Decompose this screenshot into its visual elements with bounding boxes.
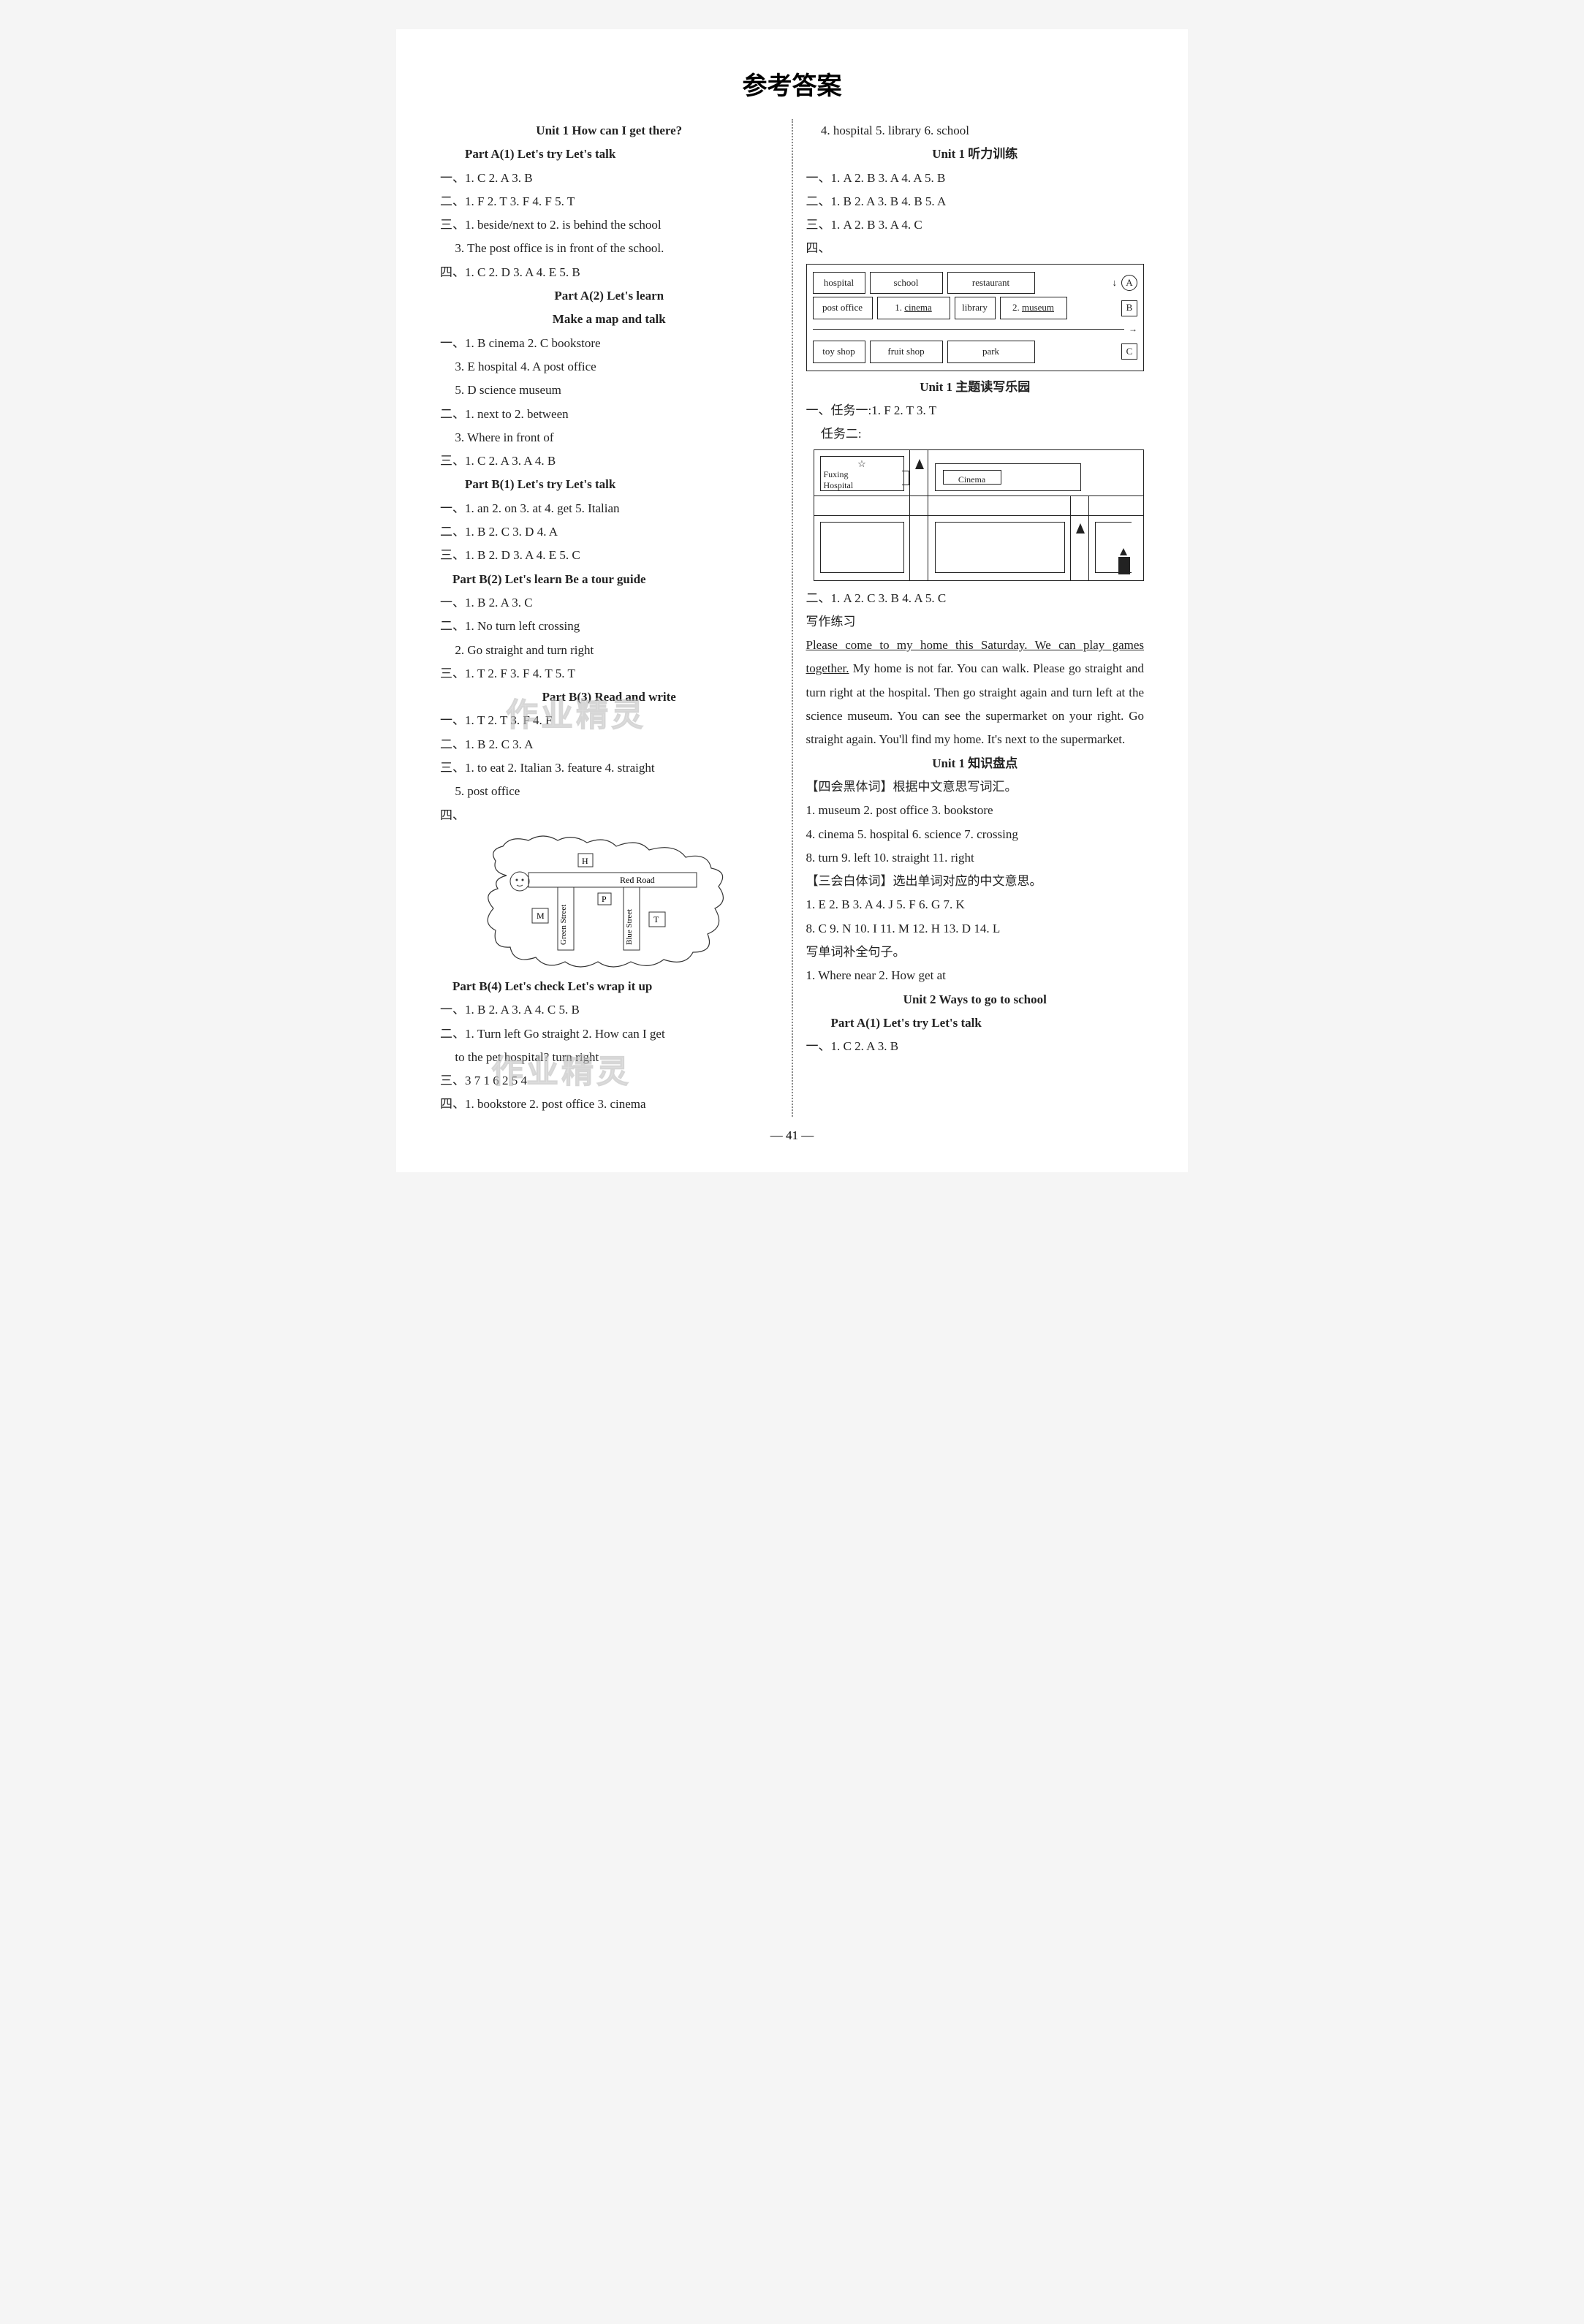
answer-line: 一、1. C 2. A 3. B: [440, 167, 778, 190]
answer-line: 二、1. B 2. C 3. D 4. A: [440, 520, 778, 544]
answer-line: 三、1. beside/next to 2. is behind the sch…: [440, 213, 778, 237]
map1-row-b: post office 1. 1. cinema cinema library …: [813, 297, 1138, 319]
map2-star: ☆: [824, 458, 901, 470]
map1-cell: hospital: [813, 272, 865, 295]
reading-header: Unit 1 主题读写乐园: [806, 376, 1145, 399]
map-label-red: Red Road: [620, 875, 655, 885]
answer-line: 二、1. No turn left crossing: [440, 615, 778, 638]
unit2-header: Unit 2 Ways to go to school: [806, 988, 1145, 1011]
answer-line: 一、1. B 2. A 3. C: [440, 591, 778, 615]
answer-line: 3. The post office is in front of the sc…: [440, 237, 778, 260]
writing-sample: Please come to my home this Saturday. We…: [806, 634, 1145, 751]
answer-line: 四、1. C 2. D 3. A 4. E 5. B: [440, 261, 778, 284]
answer-line: 1. museum 2. post office 3. bookstore: [806, 799, 1145, 822]
unit1-title: Unit 1 How can I get there?: [440, 119, 778, 143]
fill-header: 写单词补全句子。: [806, 941, 1145, 964]
answer-line: 1. Where near 2. How get at: [806, 964, 1145, 987]
answer-line: 二、1. Turn left Go straight 2. How can I …: [440, 1022, 778, 1046]
map1-row-a: hospital school restaurant ↓ A: [813, 272, 1138, 295]
answer-line: 二、1. F 2. T 3. F 4. F 5. T: [440, 190, 778, 213]
map-label-m: M: [537, 911, 545, 921]
answer-line: 2. Go straight and turn right: [440, 639, 778, 662]
map1-cell: 1. 1. cinema cinema: [877, 297, 950, 319]
map1-cell: library: [955, 297, 996, 319]
answer-line: 三、1. B 2. D 3. A 4. E 5. C: [440, 544, 778, 567]
answer-line: 任务二:: [806, 422, 1145, 446]
map-label-h: H: [582, 856, 588, 866]
map1-cell: restaurant: [947, 272, 1035, 295]
map-label-green: Green Street: [559, 905, 568, 945]
map-label-t: T: [653, 914, 659, 924]
answer-line: 8. C 9. N 10. I 11. M 12. H 13. D 14. L: [806, 917, 1145, 941]
part-b2-header: Part B(2) Let's learn Be a tour guide: [440, 568, 778, 591]
answer-line: 三、1. to eat 2. Italian 3. feature 4. str…: [440, 756, 778, 780]
answer-line: to the pet hospital? turn right: [440, 1046, 778, 1069]
writing-rest: My home is not far. You can walk. Please…: [806, 661, 1145, 746]
page-number: — 41 —: [440, 1128, 1144, 1143]
answer-line: 四、1. bookstore 2. post office 3. cinema: [440, 1093, 778, 1116]
map1-cell: fruit shop: [870, 341, 943, 363]
answer-line: 3. Where in front of: [440, 426, 778, 449]
knowledge-header: Unit 1 知识盘点: [806, 752, 1145, 775]
answer-line: 三、1. A 2. B 3. A 4. C: [806, 213, 1145, 237]
part-a2-header2: Make a map and talk: [440, 308, 778, 331]
map1-label-a: A: [1121, 275, 1137, 291]
answer-line: 二、1. next to 2. between: [440, 403, 778, 426]
map-label-p: P: [602, 894, 607, 904]
answer-line: 二、1. B 2. C 3. A: [440, 733, 778, 756]
answer-line: 三、3 7 1 6 2 5 4: [440, 1069, 778, 1093]
answer-line: 8. turn 9. left 10. straight 11. right: [806, 846, 1145, 870]
columns: Unit 1 How can I get there? Part A(1) Le…: [440, 119, 1144, 1117]
part-a1-header: Part A(1) Let's try Let's talk: [440, 143, 778, 166]
map1-row-c: toy shop fruit shop park C: [813, 341, 1138, 363]
map1-label-b: B: [1121, 300, 1137, 316]
map2-cinema: Cinema: [943, 470, 1001, 485]
answer-line: 四、: [806, 237, 1145, 260]
listening-header: Unit 1 听力训练: [806, 143, 1145, 166]
map1-label-c: C: [1121, 343, 1137, 360]
answer-line: 4. cinema 5. hospital 6. science 7. cros…: [806, 823, 1145, 846]
writing-header: 写作练习: [806, 610, 1145, 634]
answer-line: 二、1. A 2. C 3. B 4. A 5. C: [806, 587, 1145, 610]
part-b3-header: Part B(3) Read and write: [440, 686, 778, 709]
answer-line: 一、1. T 2. T 3. F 4. F: [440, 709, 778, 732]
answer-line: 一、任务一:1. F 2. T 3. T: [806, 399, 1145, 422]
map1-cell: park: [947, 341, 1035, 363]
answer-line: 一、1. B cinema 2. C bookstore: [440, 332, 778, 355]
page-title: 参考答案: [440, 66, 1144, 102]
cloud-map-diagram: H Red Road P M T Green Street Blue Stree…: [485, 832, 733, 971]
answer-line: 四、: [440, 804, 778, 827]
map1-cell: toy shop: [813, 341, 865, 363]
answer-line: 5. D science museum: [440, 379, 778, 402]
page: 参考答案 Unit 1 How can I get there? Part A(…: [396, 29, 1188, 1172]
answer-line: 一、1. C 2. A 3. B: [806, 1035, 1145, 1058]
map1-cell: school: [870, 272, 943, 295]
answer-line: 二、1. B 2. A 3. B 4. B 5. A: [806, 190, 1145, 213]
map1-cell: post office: [813, 297, 873, 319]
unit2-pa1-header: Part A(1) Let's try Let's talk: [806, 1011, 1145, 1035]
answer-line: 5. post office: [440, 780, 778, 803]
answer-line: 三、1. C 2. A 3. A 4. B: [440, 449, 778, 473]
part-a2-header: Part A(2) Let's learn: [440, 284, 778, 308]
map-label-blue: Blue Street: [625, 909, 634, 945]
sihui-header: 【四会黑体词】根据中文意思写词汇。: [806, 775, 1145, 799]
map1-cell: 2. museum: [1000, 297, 1067, 319]
answer-line: 一、1. B 2. A 3. A 4. C 5. B: [440, 998, 778, 1022]
right-column: 4. hospital 5. library 6. school Unit 1 …: [793, 119, 1145, 1117]
part-b1-header: Part B(1) Let's try Let's talk: [440, 473, 778, 496]
map2-diagram: ☆ Fuxing Hospital Cinema: [814, 449, 1145, 581]
answer-line: 1. E 2. B 3. A 4. J 5. F 6. G 7. K: [806, 893, 1145, 916]
answer-line: 一、1. an 2. on 3. at 4. get 5. Italian: [440, 497, 778, 520]
answer-line: 4. hospital 5. library 6. school: [806, 119, 1145, 143]
answer-line: 三、1. T 2. F 3. F 4. T 5. T: [440, 662, 778, 686]
part-b4-header: Part B(4) Let's check Let's wrap it up: [440, 975, 778, 998]
answer-line: 一、1. A 2. B 3. A 4. A 5. B: [806, 167, 1145, 190]
map1-diagram: hospital school restaurant ↓ A post offi…: [806, 264, 1145, 371]
map2-hospital: Fuxing Hospital: [824, 469, 901, 490]
answer-line: 3. E hospital 4. A post office: [440, 355, 778, 379]
left-column: Unit 1 How can I get there? Part A(1) Le…: [440, 119, 792, 1117]
sanhui-header: 【三会白体词】选出单词对应的中文意思。: [806, 870, 1145, 893]
